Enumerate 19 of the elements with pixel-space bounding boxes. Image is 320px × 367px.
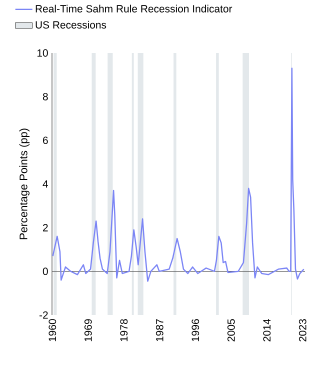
x-tick-label: 1978 [120, 319, 128, 342]
x-tick-label: 1987 [156, 319, 164, 342]
line-series [52, 68, 304, 282]
legend-label: US Recessions [36, 20, 106, 29]
y-tick-label: 6 [43, 136, 48, 144]
x-tick-label: 2005 [227, 319, 235, 342]
x-tick-label: 1960 [48, 319, 56, 342]
x-tick-label: 2023 [298, 319, 306, 342]
legend-label: Real-Time Sahm Rule Recession Indicator [36, 4, 232, 12]
y-tick-label: 2 [43, 224, 48, 232]
y-tick-label: -2 [39, 311, 48, 319]
y-tick-label: 10 [37, 49, 48, 57]
x-tick-label: 1996 [192, 319, 200, 342]
y-tick-label: 8 [42, 92, 48, 100]
x-tick-label: 2014 [263, 319, 271, 342]
y-axis-title: Percentage Points (pp) [19, 128, 30, 240]
x-tick-label: 1969 [84, 319, 92, 342]
y-tick-label: 0 [42, 268, 48, 276]
y-tick-label: 4 [42, 180, 48, 188]
